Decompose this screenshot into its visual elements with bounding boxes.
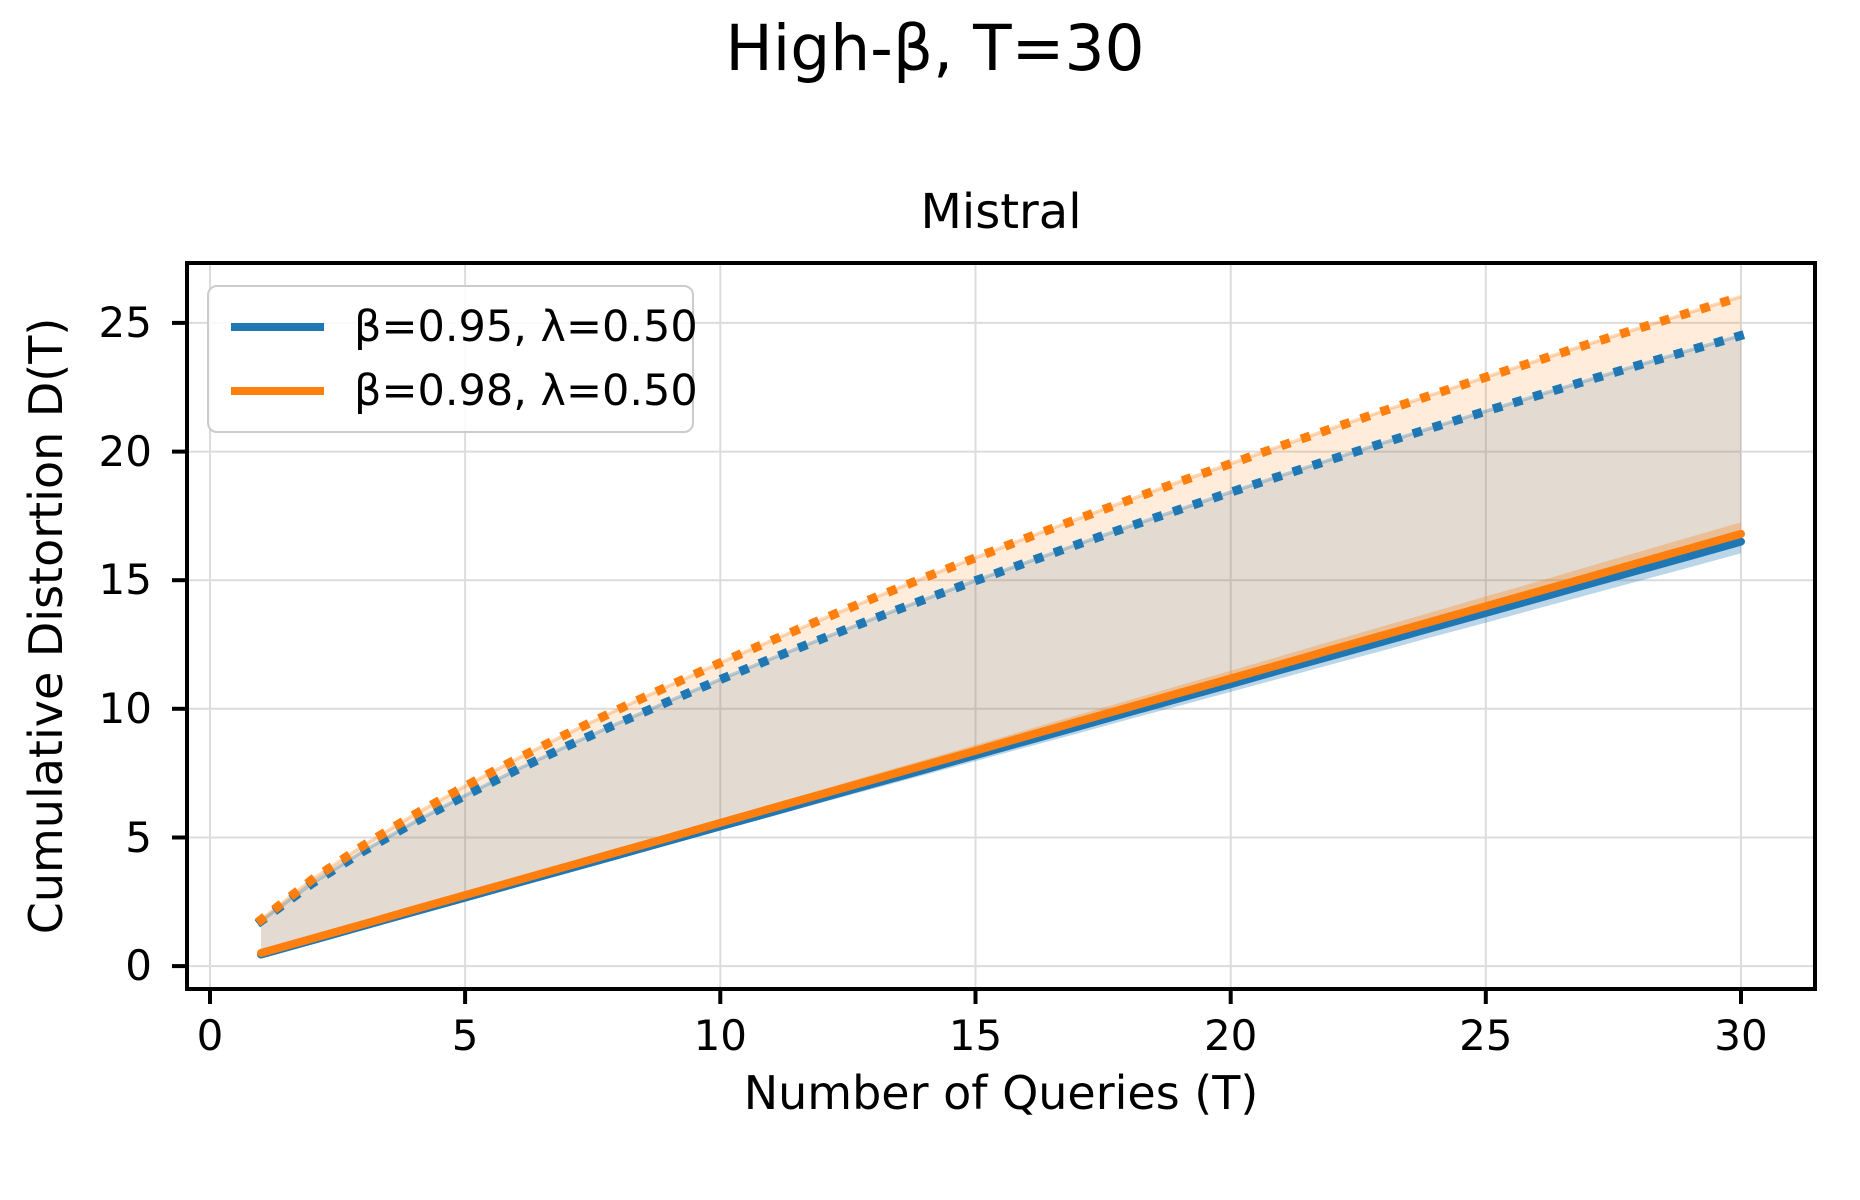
legend-line-swatch-blue [231, 323, 324, 331]
x-tick-label: 5 [451, 1011, 479, 1060]
mean-line-1 [257, 529, 1745, 957]
x-axis-label: Number of Queries (T) [743, 1066, 1259, 1120]
x-tick-label: 0 [196, 1011, 224, 1060]
axes-spines [185, 261, 1817, 991]
legend-box: β=0.95, λ=0.50 β=0.98, λ=0.50 [207, 285, 698, 433]
y-tick-label: 10 [98, 683, 152, 733]
axes-title: Mistral [920, 184, 1082, 240]
legend-item: β=0.95, λ=0.50 [221, 295, 698, 359]
x-tick-label: 20 [1203, 1011, 1258, 1060]
y-tick-label: 15 [98, 555, 152, 605]
y-tick-label: 0 [125, 941, 152, 991]
legend-item: β=0.98, λ=0.50 [221, 359, 698, 423]
y-tick-label: 25 [98, 297, 152, 347]
legend-label: β=0.95, λ=0.50 [354, 302, 698, 352]
upper-bound-dotted-line-0 [254, 329, 1747, 928]
uncertainty-region-1 [261, 296, 1741, 953]
x-tick-label: 25 [1459, 1011, 1513, 1060]
y-tick-label: 20 [98, 426, 152, 476]
x-tick-label: 10 [693, 1011, 748, 1060]
uncertainty-region-0 [261, 335, 1741, 955]
y-tick-label: 5 [125, 812, 152, 862]
y-axis-label: Cumulative Distortion D(T) [19, 317, 73, 935]
legend-label: β=0.98, λ=0.50 [354, 366, 698, 416]
x-tick-label: 30 [1714, 1011, 1768, 1060]
figure-suptitle: High-β, T=30 [725, 12, 1145, 85]
upper-bound-dotted-line-1 [254, 291, 1747, 927]
x-tick-label: 15 [948, 1011, 1003, 1060]
legend-line-swatch-orange [231, 387, 324, 395]
